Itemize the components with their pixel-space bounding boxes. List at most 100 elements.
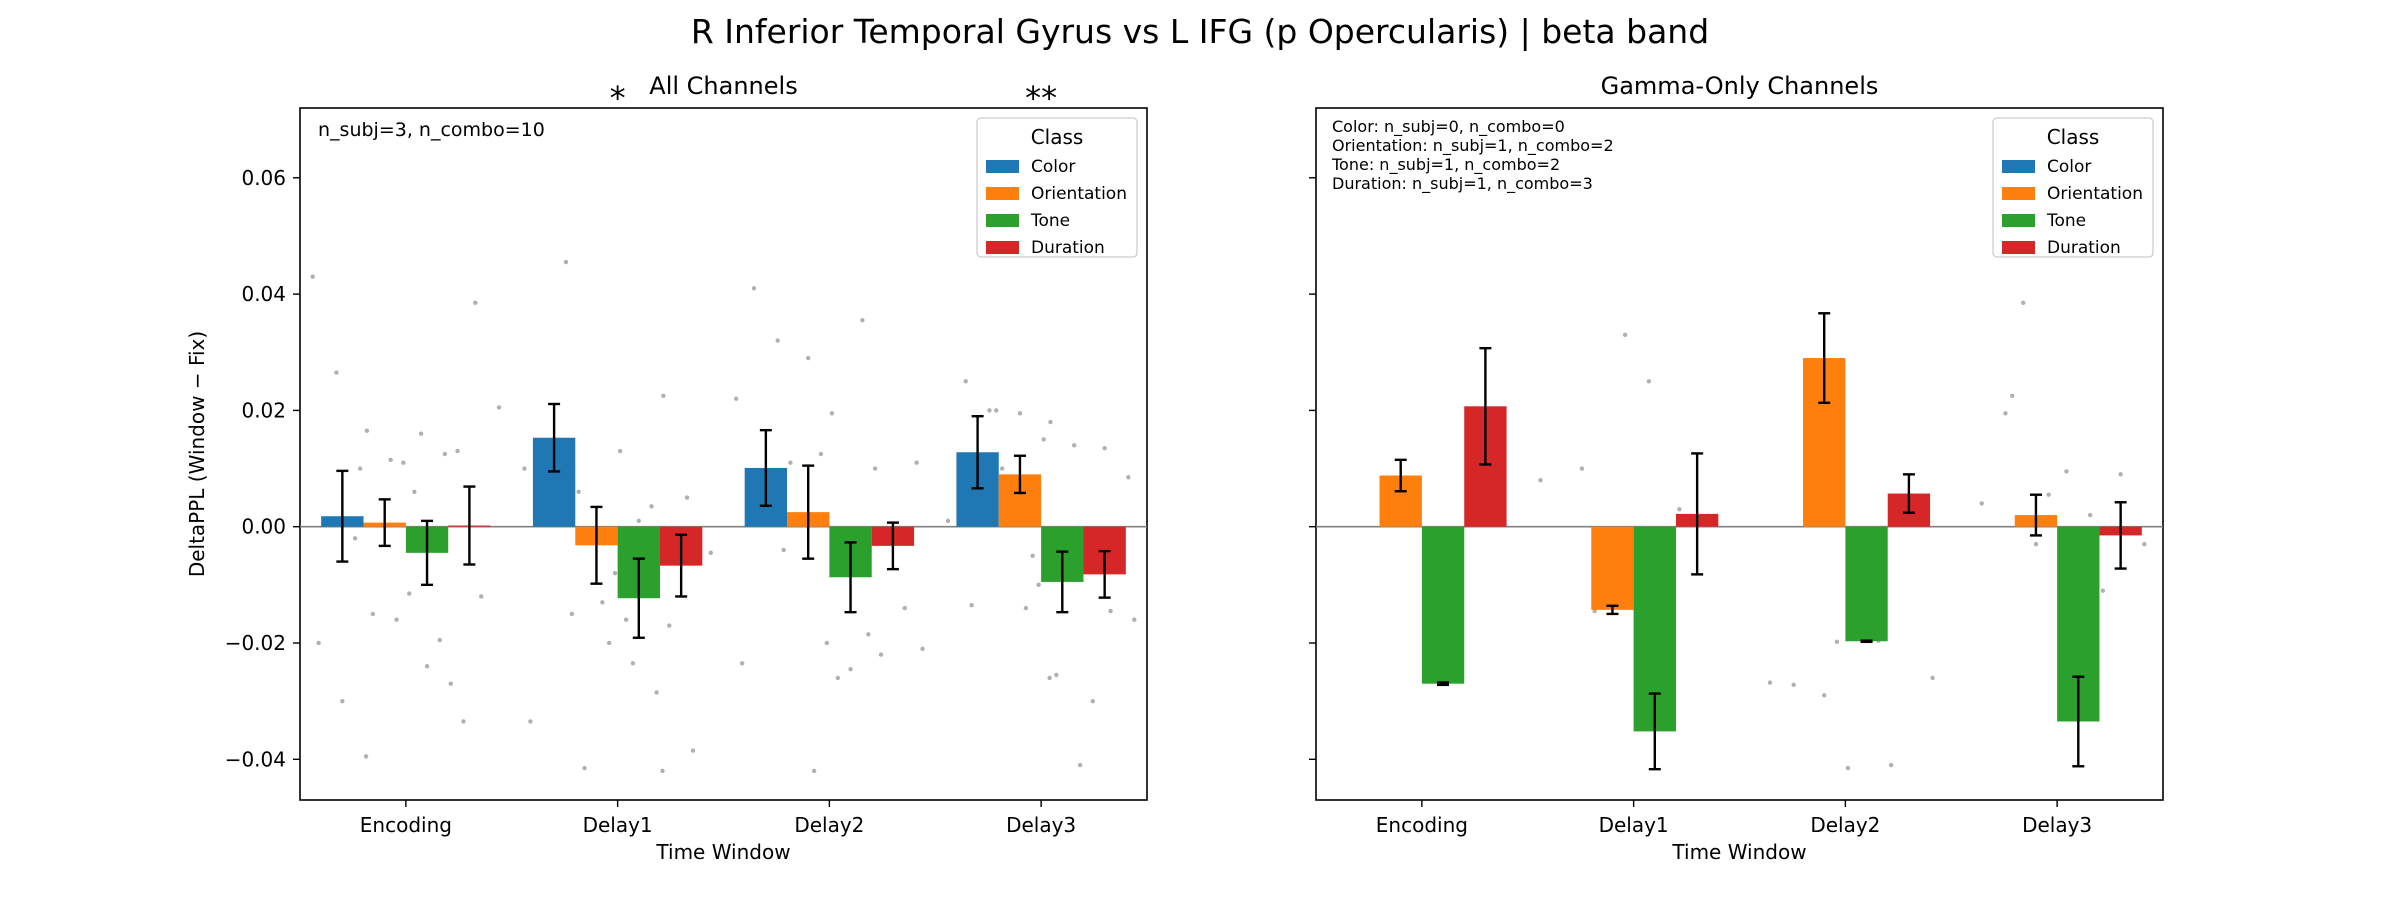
data-point <box>1048 419 1053 425</box>
data-point <box>2021 300 2026 306</box>
data-point <box>2100 588 2106 593</box>
bar-tone-encoding <box>1421 526 1465 684</box>
data-point <box>412 489 417 494</box>
data-point <box>1090 698 1095 704</box>
legend-swatch-tone <box>986 214 1019 227</box>
bar-tone-delay2 <box>1845 526 1888 642</box>
data-point <box>2118 472 2123 477</box>
legend-label-tone: Tone <box>2046 211 2086 231</box>
legend-swatch-duration <box>986 241 1019 254</box>
data-point <box>1077 762 1083 768</box>
data-point <box>401 460 406 465</box>
data-point <box>357 466 363 471</box>
data-point <box>1047 675 1052 681</box>
data-point <box>1036 582 1041 588</box>
data-point <box>1888 762 1894 768</box>
data-point <box>734 396 739 401</box>
data-point <box>1930 675 1935 681</box>
subject-count-annotation: Color: n_subj=0, n_combo=0 <box>1332 117 1565 137</box>
legend-label-orientation: Orientation <box>2047 184 2143 204</box>
data-point <box>630 661 636 666</box>
data-point <box>661 393 666 399</box>
legend-title: Class <box>1031 125 1084 149</box>
data-point <box>606 640 612 646</box>
legend-swatch-orientation <box>986 187 1019 200</box>
y-tick-label: 0.06 <box>241 166 286 190</box>
data-point <box>479 594 484 599</box>
data-point <box>788 460 793 465</box>
data-point <box>1030 553 1035 558</box>
x-tick-label-delay1: Delay1 <box>583 813 653 837</box>
legend-title: Class <box>2047 125 2100 149</box>
data-point <box>418 431 424 436</box>
data-point <box>582 765 587 771</box>
data-point <box>407 591 412 596</box>
data-point <box>1126 475 1131 480</box>
data-point <box>1767 680 1773 685</box>
data-point <box>824 640 830 646</box>
y-tick-label: −0.02 <box>225 631 286 655</box>
data-point <box>1791 682 1796 688</box>
data-point <box>334 370 339 375</box>
data-point <box>310 274 315 279</box>
legend-swatch-color <box>2002 160 2035 173</box>
data-point <box>437 637 442 643</box>
x-tick-label-delay3: Delay3 <box>2022 813 2092 837</box>
data-point <box>902 605 907 611</box>
data-point <box>2064 469 2069 474</box>
data-point <box>388 457 393 463</box>
data-point <box>448 681 453 686</box>
data-point <box>394 617 399 622</box>
data-point <box>623 617 629 622</box>
panel-title: All Channels <box>649 72 797 100</box>
legend-label-color: Color <box>1031 157 1075 177</box>
data-point <box>2033 541 2039 547</box>
legend-label-color: Color <box>2047 157 2091 177</box>
data-point <box>999 466 1005 471</box>
data-point <box>829 411 835 416</box>
data-point <box>781 547 786 553</box>
y-tick-label: 0.02 <box>241 398 286 422</box>
data-point <box>600 600 605 605</box>
data-point <box>2142 541 2147 547</box>
y-tick-label: 0.04 <box>241 282 286 306</box>
legend-label-duration: Duration <box>1031 238 1105 258</box>
panel-all-channels: 0.06 0.04 0.02 0.00 −0.02 −0.04 Encoding Delay1… <box>185 72 1148 864</box>
data-point <box>352 536 358 541</box>
data-point <box>563 259 569 265</box>
data-point <box>660 768 665 774</box>
data-point <box>1023 605 1029 611</box>
data-point <box>2046 492 2051 497</box>
data-point <box>920 646 925 652</box>
data-point <box>569 611 575 617</box>
legend-label-tone: Tone <box>1030 211 1070 231</box>
data-point <box>1041 437 1046 442</box>
data-point <box>818 451 824 457</box>
data-point <box>636 518 641 524</box>
legend: Class Color Orientation Tone Duration <box>976 117 1138 258</box>
data-point <box>1017 411 1023 416</box>
data-point <box>364 428 370 433</box>
x-tick-label-delay1: Delay1 <box>1599 813 1669 837</box>
x-tick-label-delay3: Delay3 <box>1006 813 1076 837</box>
data-point <box>878 652 884 657</box>
data-point <box>496 405 502 410</box>
y-tick-label: −0.04 <box>225 747 286 771</box>
data-point <box>751 286 757 291</box>
data-point <box>442 451 448 457</box>
y-axis-label: DeltaPPL (Window − Fix) <box>185 331 209 577</box>
data-point <box>363 754 369 759</box>
panel-gamma-only-channels: Encoding Delay1 Delay2 Delay3 Gamma-Only Cha… <box>1309 72 2164 864</box>
subject-count-annotation: Tone: n_subj=1, n_combo=2 <box>1331 155 1560 175</box>
data-point <box>461 719 466 724</box>
data-point <box>1845 765 1851 771</box>
legend-label-duration: Duration <box>2047 238 2121 258</box>
data-point <box>1592 608 1597 614</box>
data-point <box>945 518 951 524</box>
data-point <box>1108 608 1113 614</box>
data-point <box>2003 411 2008 416</box>
x-axis-label: Time Window <box>1671 840 1806 864</box>
x-axis-label: Time Window <box>655 840 790 864</box>
data-point <box>612 571 618 576</box>
data-point <box>473 300 478 306</box>
